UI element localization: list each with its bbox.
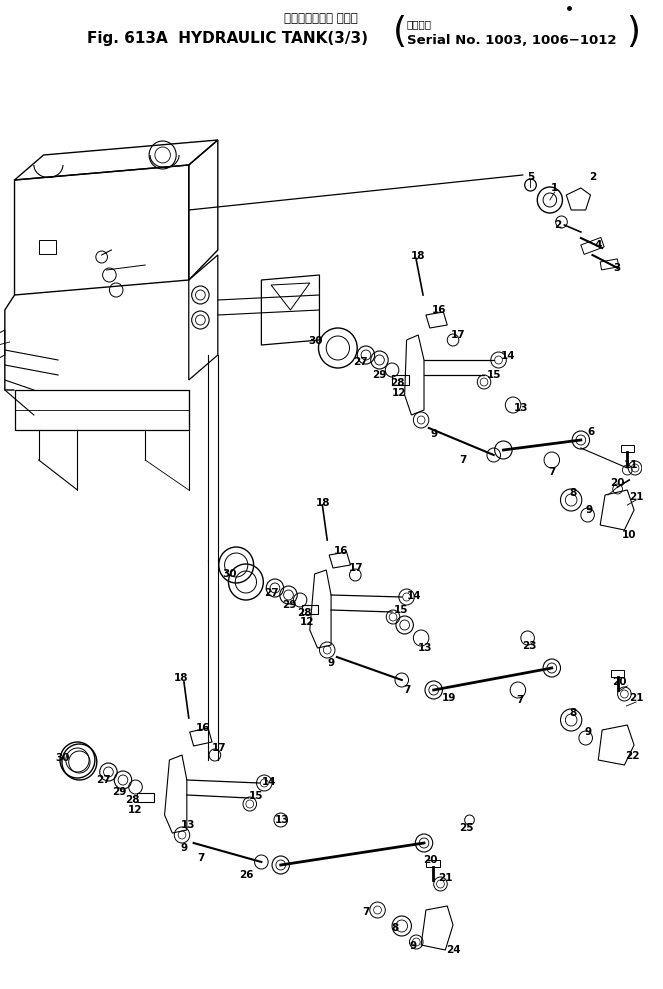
Text: Fig. 613A  HYDRAULIC TANK(3/3): Fig. 613A HYDRAULIC TANK(3/3) (87, 31, 368, 45)
Bar (38, 240, 56, 254)
Text: 22: 22 (625, 751, 639, 761)
Text: 28: 28 (390, 378, 404, 388)
Text: 7: 7 (459, 455, 467, 465)
Bar (426, 860, 440, 867)
Text: ハイドロリック タンク: ハイドロリック タンク (284, 12, 357, 25)
Text: 9: 9 (430, 429, 438, 439)
Bar (137, 793, 154, 802)
Text: 9: 9 (586, 505, 593, 515)
Text: 29: 29 (373, 370, 387, 380)
Text: 15: 15 (394, 605, 408, 615)
Text: 13: 13 (514, 403, 528, 413)
Text: 23: 23 (522, 641, 537, 651)
Text: 30: 30 (308, 336, 323, 346)
Bar (302, 605, 318, 614)
Text: 19: 19 (442, 693, 456, 703)
Text: 18: 18 (174, 673, 188, 683)
Text: 24: 24 (446, 945, 460, 955)
Text: 11: 11 (624, 460, 638, 470)
Text: 12: 12 (128, 805, 143, 815)
Text: 1: 1 (551, 183, 558, 193)
Bar (621, 445, 634, 452)
Text: 3: 3 (613, 263, 621, 273)
Bar (611, 670, 625, 677)
Text: 14: 14 (262, 777, 276, 787)
Text: 18: 18 (411, 251, 426, 261)
Text: 12: 12 (300, 617, 314, 627)
Text: 20: 20 (611, 478, 625, 488)
Text: 16: 16 (333, 546, 348, 556)
Text: 5: 5 (527, 172, 534, 182)
Text: 6: 6 (587, 427, 594, 437)
Text: 21: 21 (629, 492, 643, 502)
Text: 16: 16 (196, 723, 211, 733)
Text: 適用号機: 適用号機 (406, 19, 432, 29)
Text: 2: 2 (589, 172, 596, 182)
Text: 13: 13 (274, 815, 289, 825)
Text: 15: 15 (249, 791, 263, 801)
Text: 27: 27 (96, 775, 111, 785)
Text: 17: 17 (349, 563, 363, 573)
Text: 14: 14 (501, 351, 516, 361)
Text: (: ( (392, 15, 407, 49)
Text: 17: 17 (211, 743, 226, 753)
Text: 21: 21 (629, 693, 643, 703)
Text: 16: 16 (432, 305, 447, 315)
Text: 9: 9 (584, 727, 591, 737)
Bar (392, 375, 410, 385)
Text: 13: 13 (418, 643, 432, 653)
Text: ): ) (626, 15, 640, 49)
Text: Serial No. 1003, 1006−1012: Serial No. 1003, 1006−1012 (406, 34, 616, 46)
Text: 8: 8 (391, 923, 398, 933)
Text: 18: 18 (316, 498, 331, 508)
Text: 14: 14 (407, 591, 422, 601)
Text: 2: 2 (554, 220, 561, 230)
Text: 27: 27 (353, 357, 367, 367)
Text: 26: 26 (239, 870, 254, 880)
Text: 15: 15 (487, 370, 501, 380)
Text: 12: 12 (392, 388, 406, 398)
Text: 28: 28 (297, 608, 311, 618)
Bar (581, 237, 604, 254)
Text: 4: 4 (595, 240, 602, 250)
Text: 7: 7 (362, 907, 369, 917)
Bar (600, 259, 619, 270)
Text: 27: 27 (264, 588, 278, 598)
Text: 8: 8 (570, 708, 577, 718)
Text: 9: 9 (410, 941, 417, 951)
Text: 7: 7 (548, 467, 556, 477)
Text: 10: 10 (622, 530, 636, 540)
Text: 21: 21 (438, 873, 453, 883)
Text: 7: 7 (516, 695, 524, 705)
Text: 9: 9 (328, 658, 335, 668)
Text: 13: 13 (180, 820, 195, 830)
Text: 29: 29 (112, 787, 126, 797)
Text: 20: 20 (424, 855, 438, 865)
Text: 9: 9 (180, 843, 188, 853)
Text: 8: 8 (570, 488, 577, 498)
Text: 28: 28 (125, 795, 140, 805)
Text: 25: 25 (459, 823, 474, 833)
Text: 7: 7 (198, 853, 205, 863)
Text: 17: 17 (451, 330, 465, 340)
Text: 29: 29 (282, 600, 296, 610)
Text: 30: 30 (222, 569, 237, 579)
Text: 30: 30 (56, 753, 70, 763)
Text: 20: 20 (613, 677, 627, 687)
Text: 7: 7 (403, 685, 410, 695)
